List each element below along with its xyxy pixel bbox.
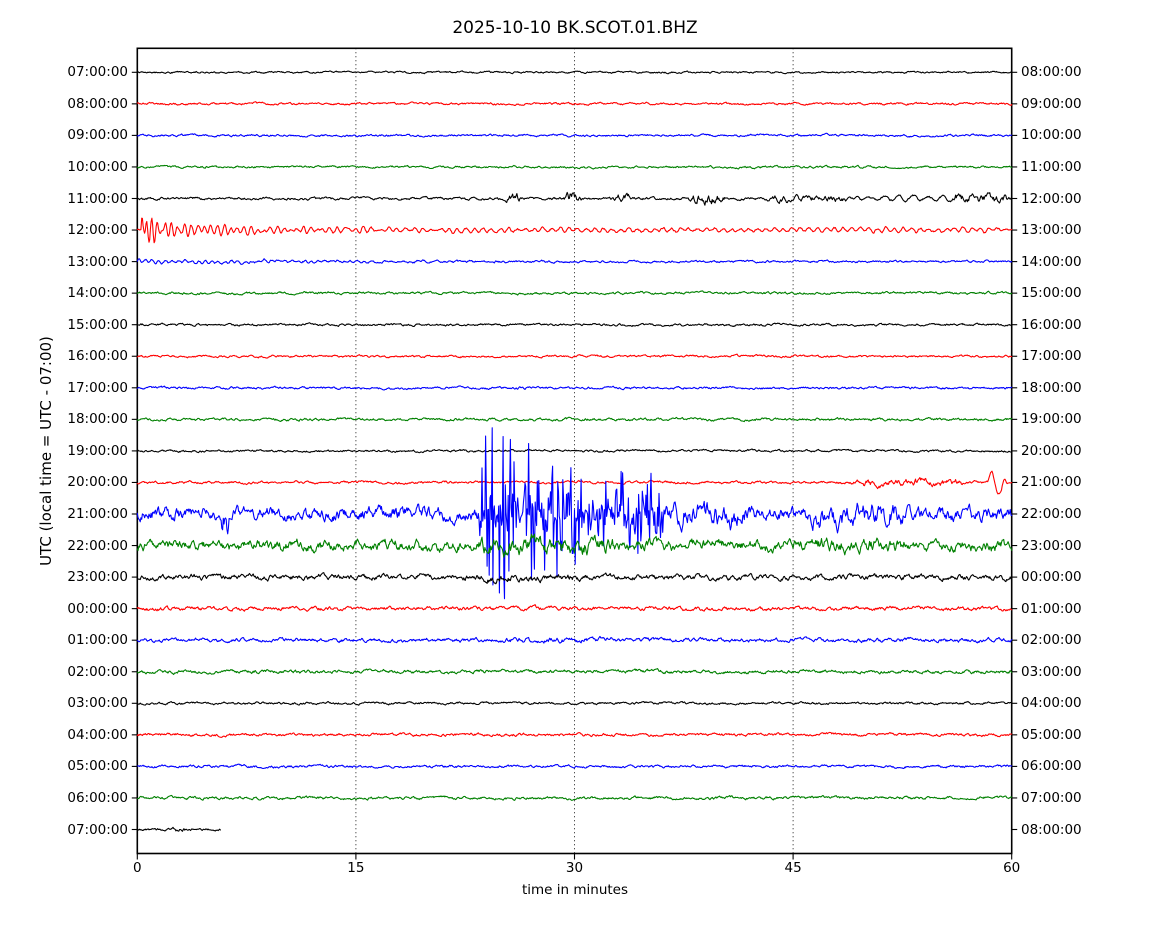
y-tick-label-right: 21:00:00 xyxy=(1021,474,1082,491)
trace-row-030000 xyxy=(136,700,1013,706)
y-tick-label-right: 09:00:00 xyxy=(1021,95,1082,112)
y-tick-label-left: 03:00:00 xyxy=(67,695,128,712)
plot-title: 2025-10-10 BK.SCOT.01.BHZ xyxy=(452,18,698,38)
y-tick-label-left: 11:00:00 xyxy=(67,190,128,207)
y-tick-label-left: 22:00:00 xyxy=(67,537,128,554)
trace-row-010000 xyxy=(136,635,1013,644)
x-tick-label: 60 xyxy=(1003,860,1021,876)
y-tick-label-right: 10:00:00 xyxy=(1021,127,1082,144)
y-tick-label-right: 14:00:00 xyxy=(1021,253,1082,270)
y-tick-label-left: 00:00:00 xyxy=(67,600,128,617)
trace-row-070000 xyxy=(136,70,1013,75)
trace-row-140000 xyxy=(136,290,1013,296)
y-tick-label-left: 20:00:00 xyxy=(67,474,128,491)
trace-row-130000 xyxy=(136,258,1013,265)
y-tick-label-right: 02:00:00 xyxy=(1021,632,1082,649)
x-tick-label: 30 xyxy=(565,860,584,876)
trace-row-170000 xyxy=(136,385,1013,391)
trace-row-080000 xyxy=(136,101,1013,107)
y-tick-label-right: 07:00:00 xyxy=(1021,789,1082,806)
x-tick-label: 45 xyxy=(784,860,802,876)
y-tick-label-left: 05:00:00 xyxy=(67,758,128,775)
y-tick-label-left: 06:00:00 xyxy=(67,789,128,806)
trace-row-230000 xyxy=(136,572,1013,585)
y-tick-label-right: 23:00:00 xyxy=(1021,537,1082,554)
trace-row-190000 xyxy=(136,448,1013,454)
trace-row-040000 xyxy=(136,731,1013,738)
y-tick-label-left: 01:00:00 xyxy=(67,632,128,649)
y-tick-label-left: 14:00:00 xyxy=(67,285,128,302)
trace-row-050000 xyxy=(136,763,1013,770)
y-tick-label-right: 18:00:00 xyxy=(1021,379,1082,396)
trace-row-100000 xyxy=(136,164,1013,170)
trace-row-120000 xyxy=(136,217,1013,244)
y-tick-label-right: 08:00:00 xyxy=(1021,821,1082,838)
y-tick-label-left: 16:00:00 xyxy=(67,348,128,365)
y-tick-label-right: 16:00:00 xyxy=(1021,316,1082,333)
y-tick-label-left: 15:00:00 xyxy=(67,316,128,333)
trace-row-090000 xyxy=(136,132,1013,138)
y-tick-label-right: 01:00:00 xyxy=(1021,600,1082,617)
y-tick-label-left: 21:00:00 xyxy=(67,506,128,522)
y-tick-label-right: 13:00:00 xyxy=(1021,222,1082,239)
y-tick-label-right: 22:00:00 xyxy=(1021,506,1082,522)
trace-row-160000 xyxy=(136,353,1013,359)
x-axis-label: time in minutes xyxy=(521,882,629,898)
trace-row-020000 xyxy=(136,668,1013,676)
trace-row-060000 xyxy=(136,794,1013,801)
trace-row-220000 xyxy=(136,533,1013,558)
x-tick-label: 15 xyxy=(347,860,365,876)
trace-row-200000 xyxy=(136,470,1013,495)
y-tick-label-left: 10:00:00 xyxy=(67,158,128,175)
y-tick-label-left: 18:00:00 xyxy=(67,411,128,428)
y-tick-label-left: 17:00:00 xyxy=(67,379,128,396)
x-tick-label: 0 xyxy=(133,860,142,876)
y-tick-label-left: 23:00:00 xyxy=(67,569,128,586)
y-tick-label-left: 07:00:00 xyxy=(67,821,128,838)
y-tick-label-right: 19:00:00 xyxy=(1021,411,1082,428)
y-tick-label-left: 08:00:00 xyxy=(67,95,128,112)
trace-row-110000 xyxy=(136,191,1013,206)
trace-row-070000 xyxy=(136,826,221,832)
y-tick-label-left: 09:00:00 xyxy=(67,127,128,144)
y-tick-label-right: 05:00:00 xyxy=(1021,726,1082,743)
y-tick-label-left: 19:00:00 xyxy=(67,442,128,459)
y-tick-label-left: 07:00:00 xyxy=(67,64,128,81)
y-tick-label-right: 15:00:00 xyxy=(1021,285,1082,302)
y-tick-label-right: 04:00:00 xyxy=(1021,695,1082,712)
y-tick-label-right: 11:00:00 xyxy=(1021,158,1082,175)
y-tick-label-left: 04:00:00 xyxy=(67,726,128,743)
y-tick-label-right: 12:00:00 xyxy=(1021,190,1082,207)
y-tick-label-right: 00:00:00 xyxy=(1021,569,1082,586)
y-tick-label-right: 08:00:00 xyxy=(1021,64,1082,81)
trace-row-180000 xyxy=(136,416,1013,423)
trace-row-150000 xyxy=(136,322,1013,328)
y-tick-label-right: 17:00:00 xyxy=(1021,348,1082,365)
y-tick-label-left: 02:00:00 xyxy=(67,663,128,680)
y-tick-label-left: 13:00:00 xyxy=(67,253,128,270)
trace-row-210000 xyxy=(136,427,1013,600)
y-tick-label-right: 03:00:00 xyxy=(1021,663,1082,680)
trace-row-000000 xyxy=(136,604,1013,612)
y-tick-label-left: 12:00:00 xyxy=(67,222,128,239)
y-tick-label-right: 20:00:00 xyxy=(1021,442,1082,459)
y-tick-label-right: 06:00:00 xyxy=(1021,758,1082,775)
